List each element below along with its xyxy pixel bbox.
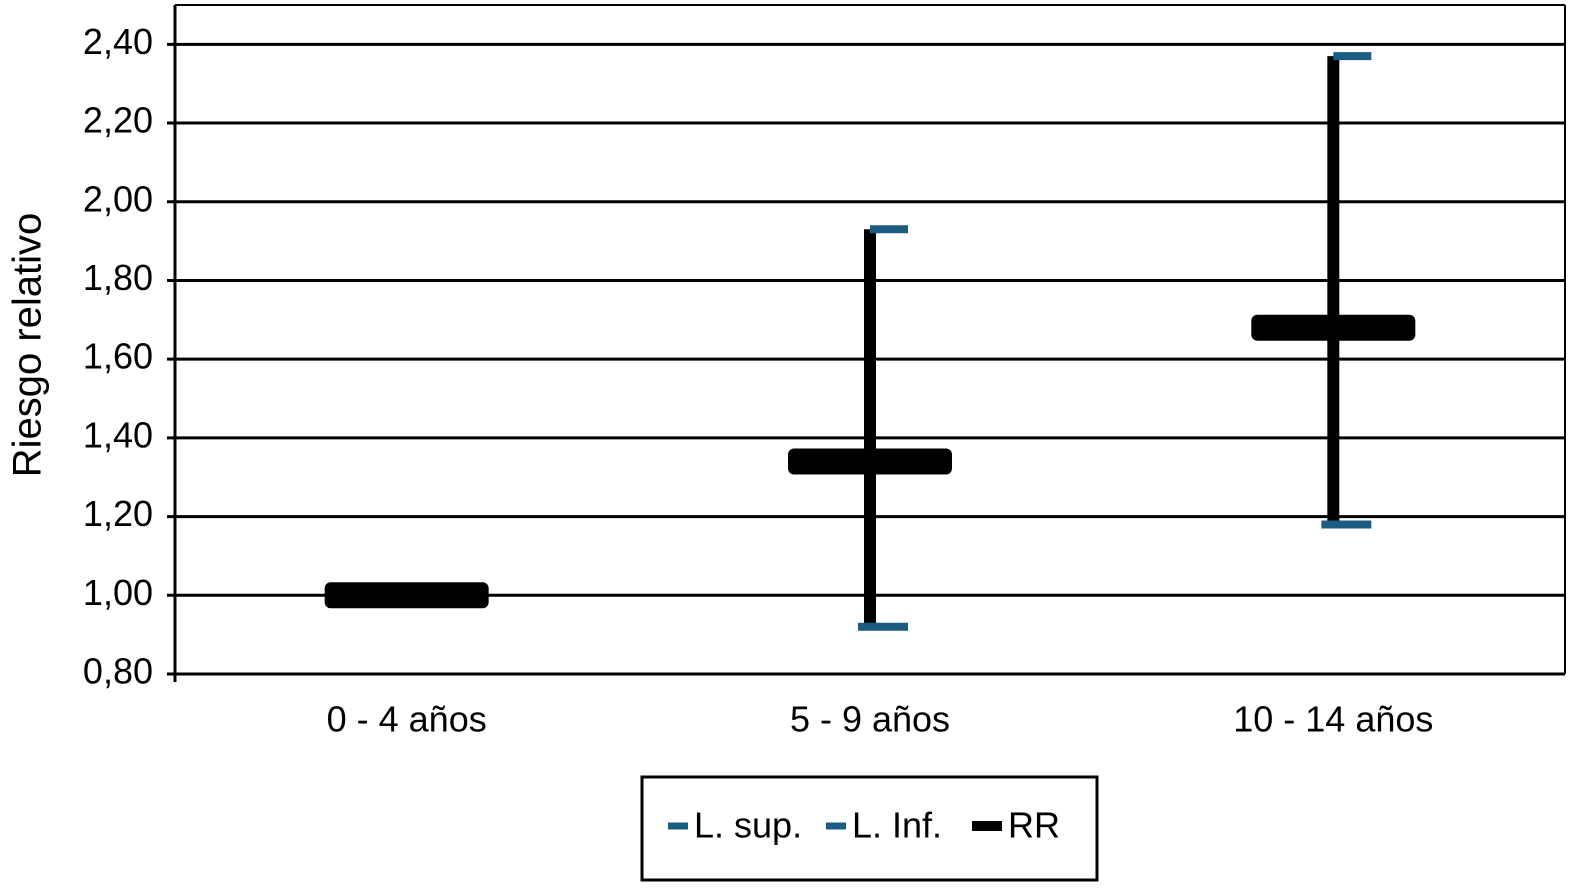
y-tick-label: 1,00: [83, 572, 153, 613]
x-tick-label: 0 - 4 años: [327, 699, 487, 740]
y-axis-label: Riesgo relativo: [6, 213, 50, 478]
legend-box: [640, 775, 1099, 882]
y-tick-label: 1,60: [83, 336, 153, 377]
legend-label: RR: [1008, 805, 1060, 846]
y-tick-label: 1,40: [83, 414, 153, 455]
y-tick-label: 2,40: [83, 21, 153, 62]
y-tick-label: 1,80: [83, 257, 153, 298]
y-tick-label: 2,00: [83, 178, 153, 219]
y-tick-label: 1,20: [83, 493, 153, 534]
legend-label: L. sup.: [694, 805, 802, 846]
legend-label: L. Inf.: [852, 805, 942, 846]
rr-mark: [324, 582, 489, 609]
y-tick-label: 2,20: [83, 100, 153, 141]
rr-mark: [1251, 314, 1416, 341]
x-tick-label: 5 - 9 años: [790, 699, 950, 740]
y-tick-label: 0,80: [83, 651, 153, 692]
rr-mark: [788, 448, 952, 475]
x-tick-label: 10 - 14 años: [1233, 699, 1433, 740]
